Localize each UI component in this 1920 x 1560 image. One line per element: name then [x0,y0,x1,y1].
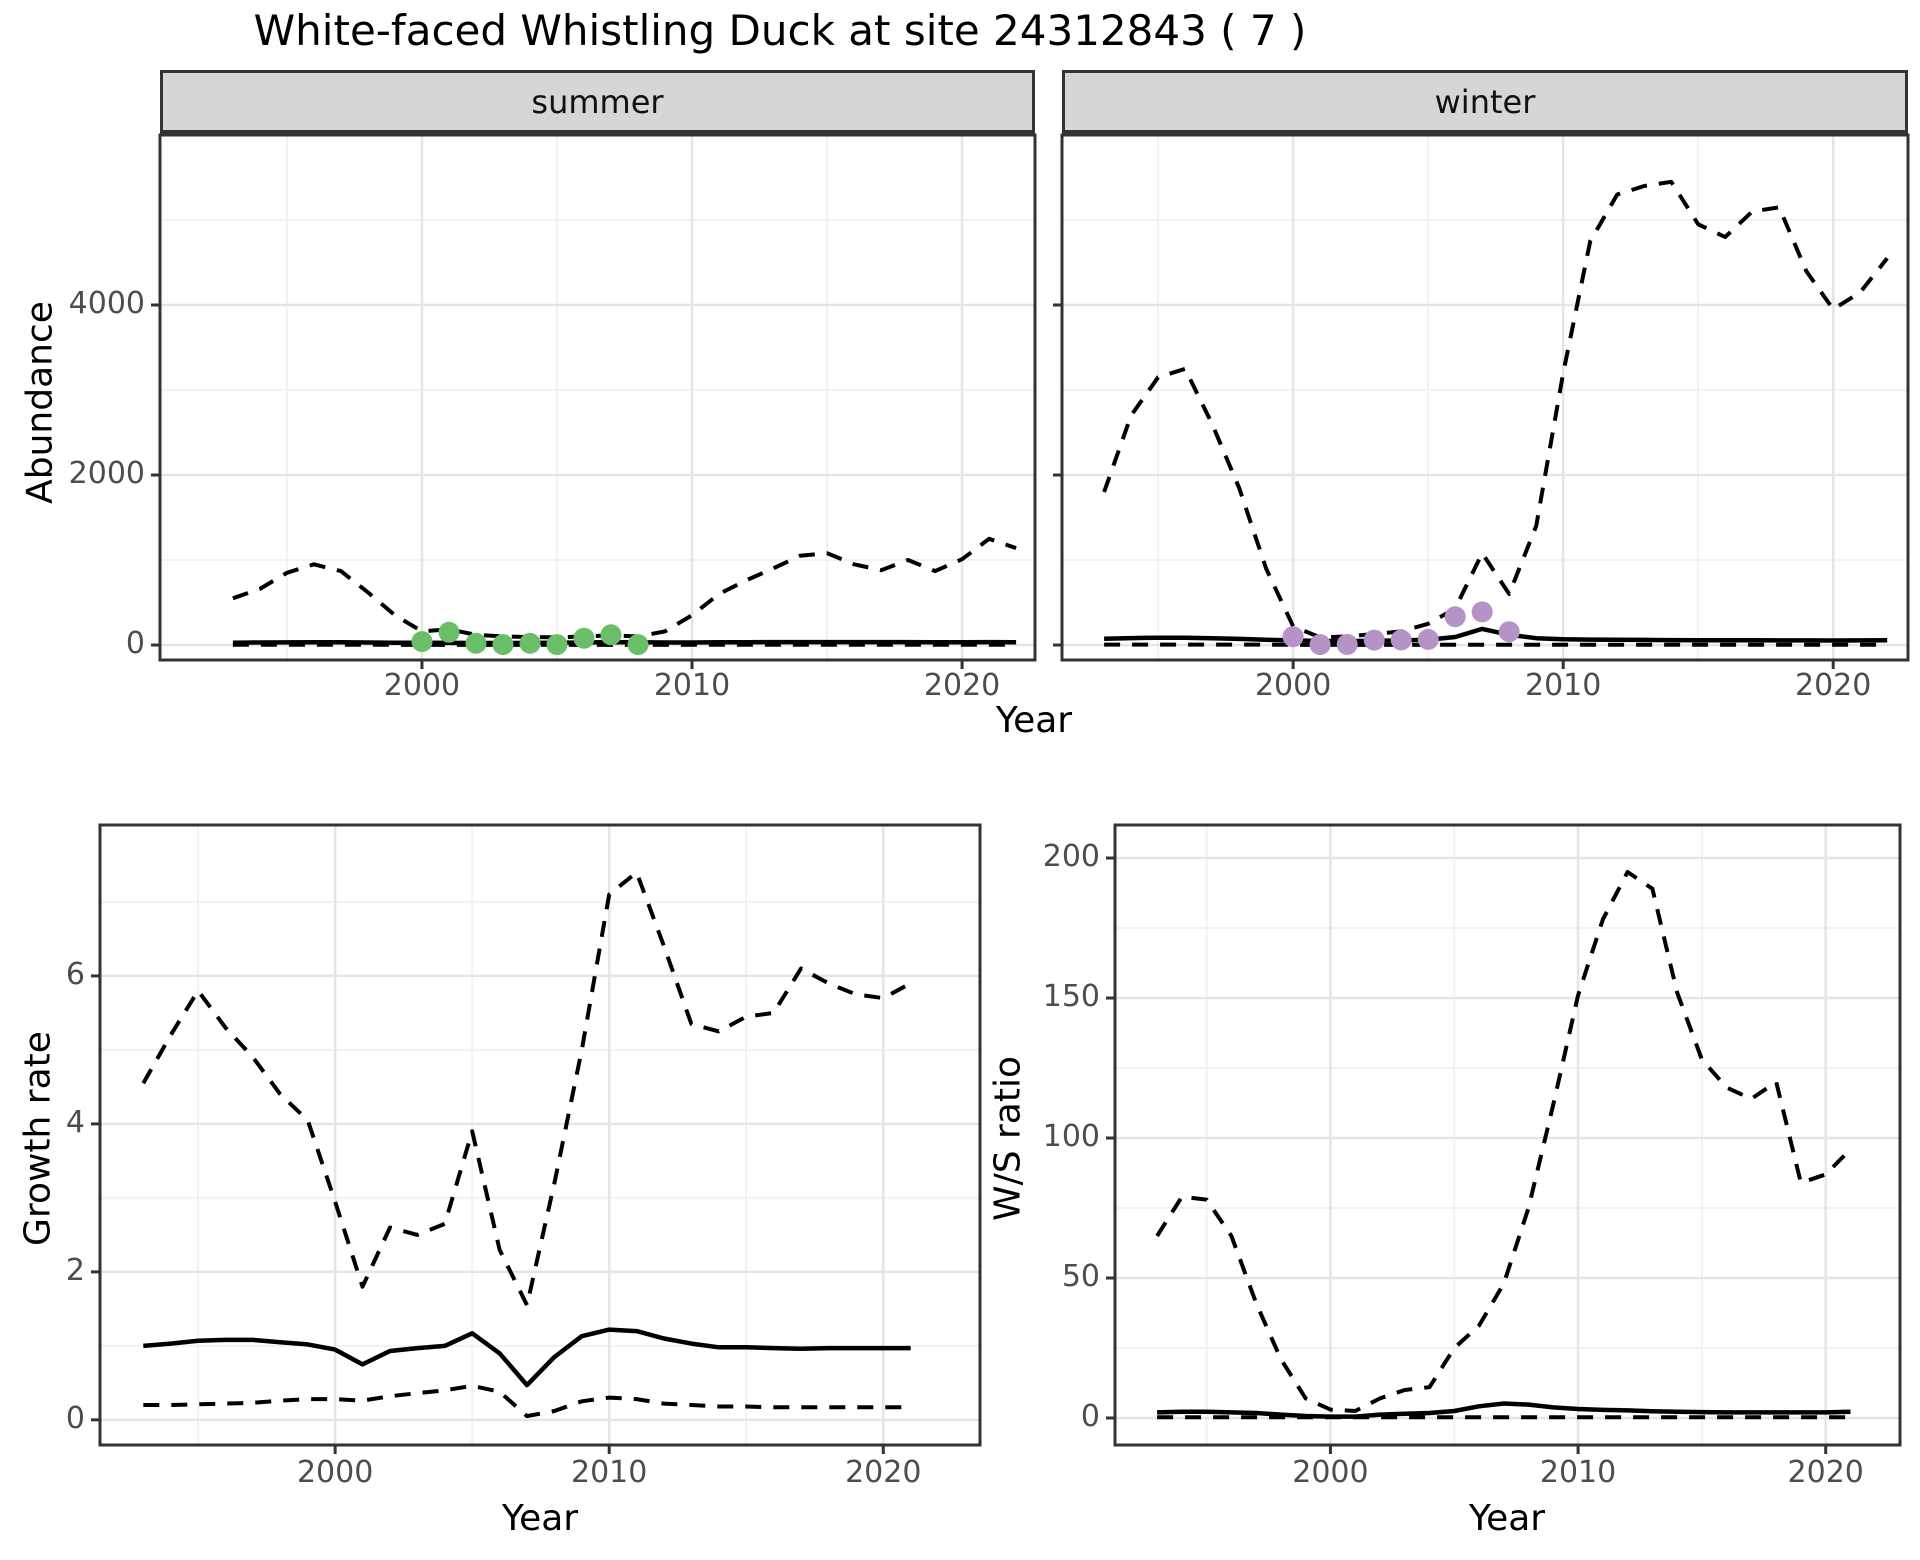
observed-counts-summer-point [492,634,514,656]
growth-rate-median-line [143,1327,911,1388]
x-axis-title-year-bottom-right: Year [1468,1498,1546,1539]
observed-counts-summer-point [411,631,433,653]
plot-title: White-faced Whistling Duck at site 24312… [253,6,1307,55]
observed-counts-summer-point [627,634,649,656]
observed-counts-summer-point [519,632,541,654]
observed-counts-winter-point [1417,628,1439,650]
x-tick-label: 2020 [845,1455,922,1490]
x-tick-label: 2020 [923,668,1001,703]
abundance-summer-panel [160,135,1035,660]
x-tick-label: 2020 [1787,1455,1864,1490]
x-tick-label: 2010 [1539,1455,1617,1490]
facet-strip-summer: summer [160,70,1035,135]
observed-counts-summer-point [573,627,595,649]
observed-counts-summer-point [465,632,487,654]
observed-counts-winter-point [1282,626,1304,648]
observed-counts-summer-point [600,624,622,646]
observed-counts-winter-point [1363,629,1385,651]
y-tick-label: 50 [1061,1259,1100,1295]
x-tick-label: 2010 [653,668,731,703]
observed-counts-winter-point [1444,606,1466,628]
growth-rate-upper_95ci-line [141,870,912,1308]
y-tick-label: 0 [125,626,145,662]
y-tick-label: 0 [65,1400,85,1436]
observed-counts-summer-point [546,634,568,656]
y-axis-title-abundance: Abundance [19,301,61,504]
x-axis-title-year-top: Year [995,700,1073,741]
abundance-winter-median-line [1104,626,1888,644]
observed-counts-winter-point [1390,629,1412,651]
growth-rate-panel [100,825,980,1445]
abundance-summer-panel-border [158,133,1037,662]
y-tick-label: 200 [1042,839,1100,875]
facet-strip-winter: winter [1062,70,1908,135]
observed-counts-summer-point [438,621,460,643]
abundance-summer-upper_95ci-line [232,536,1017,640]
x-axis-title-year-bottom-left: Year [501,1498,579,1539]
growth-rate-lower_95ci-line [143,1383,911,1419]
abundance-winter-panel-border [1060,133,1910,662]
observed-counts-winter-point [1471,601,1493,623]
x-tick-label: 2020 [1795,668,1872,703]
x-tick-label: 2000 [1254,668,1332,703]
facet-strip-summer-label: summer [531,82,664,121]
observed-counts-winter-point [1309,634,1331,656]
y-tick-label: 0 [1080,1399,1100,1434]
y-tick-label: 4000 [68,286,145,321]
abundance-summer-median-line [232,639,1017,646]
abundance-winter-panel [1062,135,1908,660]
y-tick-label: 4 [65,1104,85,1140]
x-tick-label: 2000 [1292,1455,1369,1490]
y-tick-label: 150 [1042,979,1100,1015]
y-tick-label: 100 [1042,1119,1100,1155]
x-tick-label: 2000 [296,1455,374,1490]
x-tick-label: 2010 [1524,668,1602,703]
x-tick-label: 2010 [571,1455,648,1490]
observed-counts-winter-point [1336,633,1358,655]
ws-ratio-panel [1115,825,1900,1445]
y-tick-label: 6 [65,956,85,992]
y-tick-label: 2000 [68,456,145,492]
x-tick-label: 2000 [383,668,461,703]
ws-ratio-panel-border [1113,823,1902,1447]
observed-counts-winter-point [1498,621,1520,643]
facet-strip-winter-label: winter [1434,82,1536,121]
growth-rate-panel-border [98,823,982,1447]
ws-ratio-median-line [1157,1401,1851,1419]
y-tick-label: 2 [65,1252,85,1288]
ws-ratio-upper_95ci-line [1155,870,1852,1413]
